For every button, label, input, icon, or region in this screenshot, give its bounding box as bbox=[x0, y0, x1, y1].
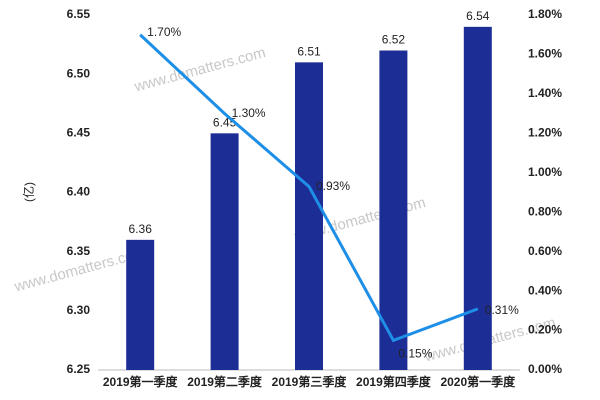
y2-tick-label: 0.80% bbox=[528, 204, 562, 218]
bar-value-label: 6.54 bbox=[466, 9, 490, 23]
y2-tick-label: 1.80% bbox=[528, 7, 562, 21]
line-value-label: 0.31% bbox=[485, 303, 519, 317]
bar-value-label: 6.51 bbox=[297, 45, 321, 59]
y-tick-label: 6.45 bbox=[67, 126, 91, 140]
y2-tick-label: 1.40% bbox=[528, 86, 562, 100]
line bbox=[139, 33, 479, 343]
x-tick-label: 2019第三季度 bbox=[272, 374, 348, 389]
bar bbox=[295, 62, 323, 370]
y-tick-label: 6.55 bbox=[67, 7, 91, 21]
y2-tick-label: 1.00% bbox=[528, 165, 562, 179]
bar bbox=[463, 26, 492, 370]
y2-tick-label: 1.60% bbox=[528, 47, 562, 61]
y-tick-label: 6.50 bbox=[67, 66, 91, 80]
x-tick-label: 2019第一季度 bbox=[103, 374, 179, 389]
y-tick-label: 6.25 bbox=[67, 362, 91, 376]
x-tick-label: 2019第四季度 bbox=[356, 374, 432, 389]
x-tick-label: 2020第一季度 bbox=[440, 374, 516, 389]
y-tick-label: 6.40 bbox=[67, 185, 91, 199]
bar bbox=[210, 133, 239, 370]
bar bbox=[126, 239, 155, 370]
y-tick-label: 6.30 bbox=[67, 303, 91, 317]
y2-tick-label: 0.40% bbox=[528, 283, 562, 297]
y2-tick-label: 0.00% bbox=[528, 362, 562, 376]
bar-value-label: 6.36 bbox=[129, 222, 153, 236]
bar bbox=[379, 50, 408, 370]
line-value-label: 0.93% bbox=[316, 179, 350, 193]
line-value-label: 1.70% bbox=[147, 25, 181, 39]
y2-tick-label: 0.20% bbox=[528, 323, 562, 337]
watermark: www.domatters.com bbox=[132, 44, 268, 96]
line-value-label: 0.15% bbox=[398, 347, 432, 361]
line-value-label: 1.30% bbox=[232, 106, 266, 120]
y-tick-label: 6.35 bbox=[67, 244, 91, 258]
x-tick-label: 2019第二季度 bbox=[187, 374, 263, 389]
y2-tick-label: 1.20% bbox=[528, 126, 562, 140]
y-axis-title: (亿) bbox=[21, 182, 36, 202]
bar-value-label: 6.52 bbox=[382, 33, 406, 47]
y2-tick-label: 0.60% bbox=[528, 244, 562, 258]
